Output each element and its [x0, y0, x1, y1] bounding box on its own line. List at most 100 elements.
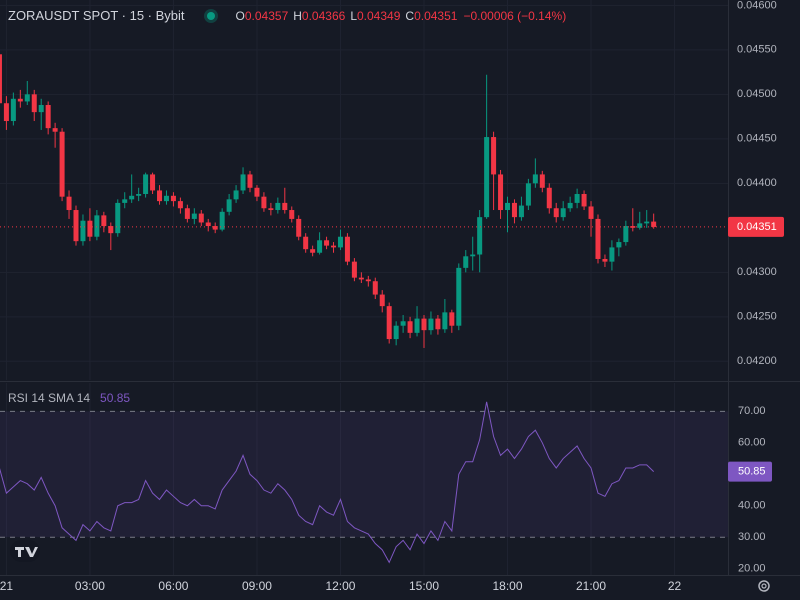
candle-body [94, 215, 100, 237]
price-change: −0.00006 (−0.14%) [463, 8, 567, 23]
candle-body [24, 94, 30, 102]
y-tick-label: 0.04550 [737, 44, 777, 56]
candle-body [143, 174, 149, 195]
y-tick-label: 40.00 [738, 500, 766, 512]
candle-body [337, 236, 343, 248]
rsi-value: 50.85 [100, 391, 131, 405]
candle-body [205, 222, 211, 227]
candle-body [17, 98, 23, 102]
candle-body [616, 242, 622, 248]
candle-body [101, 215, 107, 227]
candle-body [560, 208, 566, 218]
symbol-legend: ZORAUSDT SPOT · 15 · Bybit O 0.04357 H 0.0… [8, 8, 566, 23]
y-tick-label: 60.00 [738, 437, 766, 449]
y-tick-label: 0.04450 [737, 133, 777, 145]
x-tick-label: 21 [0, 579, 13, 593]
candle-body [470, 254, 476, 257]
candle-body [525, 183, 531, 206]
y-tick-label: 0.04600 [737, 0, 777, 11]
candle-body [477, 217, 483, 255]
candle-body [393, 325, 399, 340]
candle-body [435, 318, 441, 330]
candle-body [505, 202, 511, 211]
y-tick-label: 30.00 [738, 531, 766, 543]
y-tick-label: 0.04200 [737, 355, 777, 367]
candle-body [150, 174, 156, 191]
candle-body [484, 137, 490, 218]
last-price-badge [728, 216, 784, 237]
candle-body [546, 187, 552, 209]
ohlc-key: O [235, 8, 245, 23]
candle-body [428, 318, 434, 331]
candle-body [498, 174, 504, 211]
x-tick-label: 03:00 [75, 579, 105, 593]
x-tick-label: 09:00 [242, 579, 272, 593]
candle-body [588, 206, 594, 219]
ohlc-value: 0.04349 [357, 8, 401, 23]
candle-body [351, 261, 357, 278]
candle-body [261, 196, 267, 209]
candle-body [52, 128, 58, 132]
candle-body [296, 218, 302, 237]
candle-body [358, 277, 364, 280]
candle-body [177, 201, 183, 209]
candle-body [651, 221, 657, 227]
candle-body [282, 202, 288, 211]
candle-body [268, 208, 274, 211]
candle-body [644, 221, 650, 224]
ohlc-value: 0.04357 [244, 8, 289, 23]
candle-body [365, 279, 371, 282]
candle-body [219, 211, 225, 230]
candle-body [3, 103, 9, 122]
candle-body [400, 321, 406, 326]
candle-body [331, 245, 337, 248]
candle-body [539, 174, 545, 188]
ohlc-key: H [293, 8, 302, 23]
rsi-value-label: 50.85 [738, 466, 766, 478]
candle-body [59, 131, 65, 197]
candle-body [0, 54, 2, 104]
rsi-band [0, 411, 728, 538]
x-tick-label: 12:00 [325, 579, 355, 593]
candle-body [456, 267, 462, 326]
candle-body [317, 240, 323, 253]
candle-body [136, 194, 142, 196]
y-tick-label: 0.04500 [737, 88, 777, 100]
candle-body [254, 187, 260, 197]
candle-body [567, 202, 573, 209]
x-tick-label: 18:00 [492, 579, 522, 593]
candle-body [581, 194, 587, 207]
y-tick-label: 20.00 [738, 563, 766, 575]
candle-body [449, 312, 455, 326]
candle-body [324, 240, 330, 246]
ohlc-key: L [350, 8, 357, 23]
candle-body [73, 210, 79, 242]
candle-body [518, 205, 524, 218]
candle-body [31, 94, 37, 113]
candle-body [212, 226, 218, 230]
candle-body [115, 202, 121, 234]
rsi-line [0, 401, 655, 564]
candle-body [10, 98, 16, 122]
candle-body [198, 213, 204, 223]
rsi-legend: RSI 14 SMA 14 50.85 [8, 391, 130, 405]
candle-body [442, 312, 448, 330]
candle-body [80, 220, 86, 242]
candle-body [108, 226, 114, 234]
candle-body [38, 105, 44, 113]
y-tick-label: 0.04250 [737, 311, 777, 323]
y-tick-label: 0.04300 [737, 266, 777, 278]
candles [0, 54, 657, 348]
candle-body [574, 194, 580, 203]
rsi-title[interactable]: RSI 14 SMA 14 [8, 391, 91, 405]
candle-body [87, 220, 93, 237]
symbol-name[interactable]: ZORAUSDT SPOT · 15 · Bybit [8, 8, 185, 23]
candle-body [379, 294, 385, 307]
candle-body [289, 210, 295, 219]
candle-body [553, 208, 559, 218]
candle-body [386, 306, 392, 340]
candle-body [122, 199, 128, 203]
candle-body [532, 174, 538, 184]
